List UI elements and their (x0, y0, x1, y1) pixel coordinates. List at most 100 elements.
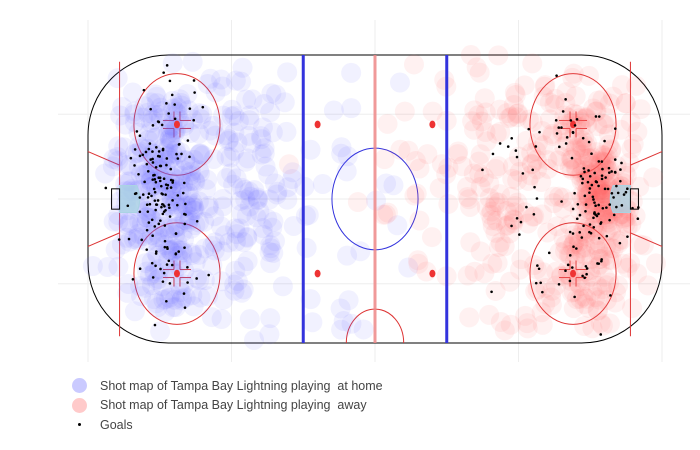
away-shot-point (553, 228, 574, 249)
trapezoid-line (87, 151, 120, 166)
home-shot-point (165, 224, 186, 245)
away-shot-point (570, 275, 591, 296)
home-shot-point (188, 191, 209, 212)
home-shot-point (163, 263, 184, 284)
away-shot-point (570, 288, 591, 309)
home-shot-point (132, 107, 153, 128)
goal-point (170, 263, 174, 267)
away-shot-point (601, 140, 622, 161)
legend-item-away[interactable]: Shot map of Tampa Bay Lightning playing … (68, 396, 383, 416)
away-shot-point (505, 85, 526, 106)
away-shot-point (637, 275, 658, 296)
away-shot-point (474, 88, 495, 109)
away-shot-point (409, 158, 430, 179)
home-shot-point (170, 142, 191, 163)
away-shot-point (496, 201, 517, 222)
home-shot-point (190, 287, 211, 308)
goal-point (173, 117, 177, 121)
away-shot-point (394, 101, 415, 122)
away-shot-point (612, 75, 633, 96)
goal-point (154, 252, 158, 255)
home-shot-point (251, 129, 272, 150)
away-shot-point (572, 221, 593, 242)
home-shot-point (139, 265, 160, 286)
away-shot-point (406, 183, 427, 204)
home-shot-point (241, 132, 262, 153)
home-shot-point (295, 205, 316, 226)
home-shot-point (234, 179, 255, 200)
goal-point (162, 271, 166, 275)
home-shot-point (136, 212, 157, 233)
home-shot-point (164, 289, 185, 310)
goal-point (597, 203, 600, 207)
away-shot-point (575, 136, 596, 157)
away-shot-point (479, 173, 500, 194)
home-shot-point (211, 69, 232, 90)
away-shot-point (505, 196, 526, 217)
away-shot-point (377, 202, 398, 223)
home-shot-point (164, 168, 185, 189)
home-shot-point (163, 240, 184, 261)
home-shot-point (161, 185, 182, 206)
home-shot-point (108, 256, 129, 277)
goal-point (176, 203, 179, 207)
away-shot-point (633, 235, 654, 256)
away-shot-point (495, 215, 516, 236)
home-shot-point (118, 212, 139, 233)
away-shot-point (429, 178, 450, 199)
goal-point (165, 163, 168, 167)
home-shot-point (181, 218, 202, 239)
home-shot-point (124, 101, 145, 122)
goal-point (600, 177, 604, 181)
home-shot-point (167, 103, 188, 124)
away-shot-point (489, 237, 510, 258)
home-shot-point (353, 319, 374, 340)
away-shot-point (490, 232, 511, 253)
legend-item-home[interactable]: Shot map of Tampa Bay Lightning playing … (68, 376, 383, 396)
goal-point (186, 139, 190, 142)
away-shot-point (504, 210, 525, 231)
away-shot-point (471, 111, 492, 132)
away-shot-point (514, 202, 535, 223)
home-shot-point (204, 206, 225, 227)
home-shot-point (176, 195, 197, 216)
home-shot-point (337, 245, 358, 266)
away-shot-point (588, 240, 609, 261)
home-shot-point (202, 255, 223, 276)
goal-point (571, 131, 575, 135)
home-shot-point (146, 293, 167, 314)
away-shot-point (550, 146, 571, 167)
goal-point (146, 210, 150, 213)
home-shot-point (119, 213, 140, 234)
away-shot-point (560, 147, 581, 168)
faceoff-dot (173, 269, 180, 278)
away-shot-point (524, 206, 545, 227)
goal-point (594, 204, 597, 208)
goal-point (620, 204, 624, 207)
home-shot-point (204, 232, 225, 253)
goal-point (561, 110, 565, 113)
away-shot-point (500, 271, 521, 292)
home-shot-point (181, 195, 202, 216)
home-shot-point (296, 237, 317, 258)
goal-point (135, 130, 139, 133)
legend: Shot map of Tampa Bay Lightning playing … (68, 376, 383, 435)
goal-point (171, 199, 174, 202)
goal-point (636, 217, 640, 221)
home-shot-point (239, 110, 260, 131)
home-shot-point (143, 104, 164, 125)
goal-point (535, 197, 539, 200)
home-shot-point (389, 72, 410, 93)
away-shot-point (603, 238, 624, 259)
away-shot-point (584, 175, 605, 196)
home-shot-point (331, 137, 352, 158)
goal-point (161, 202, 164, 206)
away-shot-point (457, 186, 478, 207)
home-shot-point (152, 149, 173, 170)
goal-point (584, 264, 588, 268)
away-shot-point (587, 300, 608, 321)
legend-item-goals[interactable]: Goals (68, 415, 383, 435)
away-shot-point (566, 137, 587, 158)
goal-point (599, 221, 603, 224)
home-shot-point (160, 171, 181, 192)
